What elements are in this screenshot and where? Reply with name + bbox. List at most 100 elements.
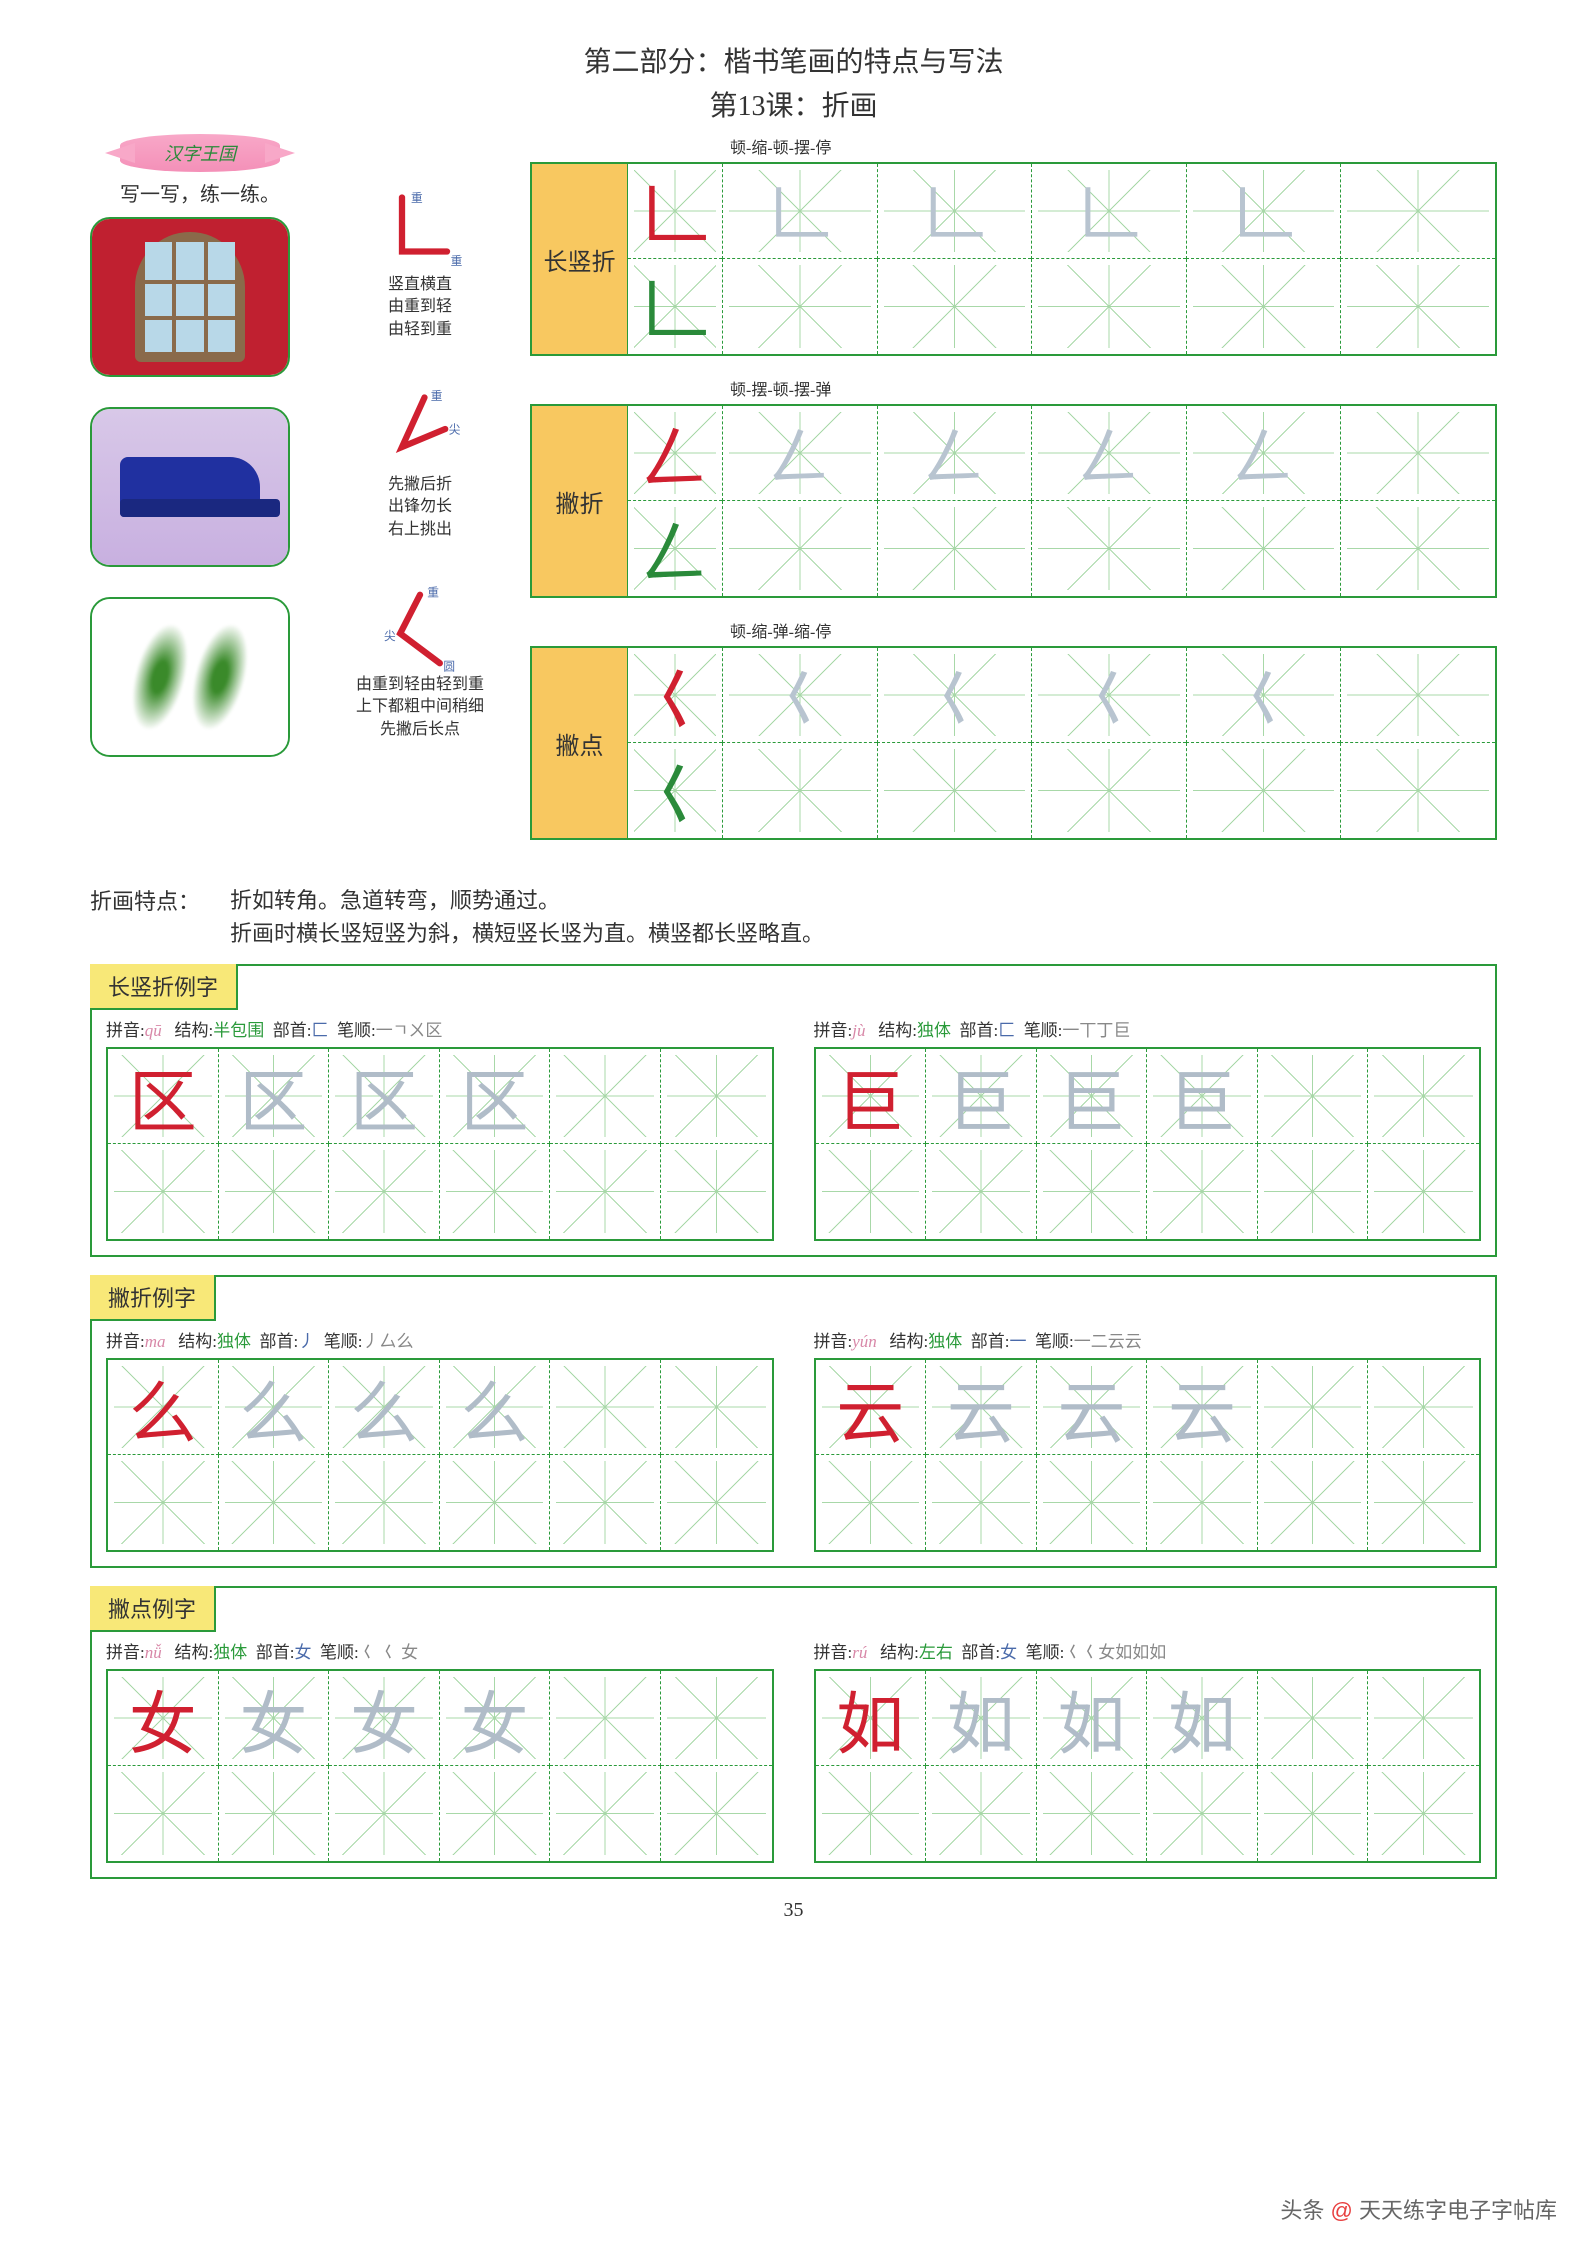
example-half: 拼音:ma 结构:独体 部首:丿 笔顺:丿厶么 么么么么	[106, 1327, 774, 1552]
practice-cell: 𡿨	[722, 648, 877, 743]
char-cell: 巨	[1037, 1049, 1148, 1144]
char-cell	[108, 1766, 219, 1861]
practice-cells: 𡿨𡿨𡿨𡿨	[722, 648, 1495, 838]
practice-cell	[722, 259, 877, 354]
char-cell	[219, 1766, 330, 1861]
practice-cell: 𠃊	[1186, 164, 1341, 259]
char-cell: 云	[816, 1360, 927, 1455]
example-meta: 拼音:nǚ 结构:独体 部首:女 笔顺:𡿨 𡿨 女	[106, 1638, 774, 1663]
stroke-svg-1: 重 尖	[370, 384, 470, 474]
char-cell: 么	[108, 1360, 219, 1455]
practice-cell	[877, 501, 1032, 596]
title: 第二部分：楷书笔画的特点与写法	[90, 40, 1497, 80]
example-half: 拼音:rú 结构:左右 部首:女 笔顺:𡿨𡿨女如如如 如如如如	[814, 1638, 1482, 1863]
stroke-block-1: 顿-摆-顿-摆-弹 撇折 𠃋 𠃋 𠃋𠃋𠃋𠃋	[530, 376, 1497, 598]
sample-green: 𡿨	[628, 743, 722, 838]
practice-cell	[1340, 259, 1495, 354]
feature-label: 折画特点：	[90, 884, 200, 950]
practice-cell	[1340, 164, 1495, 259]
char-grid: 区区区区	[106, 1047, 774, 1241]
example-half: 拼音:nǚ 结构:独体 部首:女 笔顺:𡿨 𡿨 女 女女女女	[106, 1638, 774, 1863]
char-cell	[329, 1455, 440, 1550]
svg-text:尖: 尖	[449, 424, 461, 437]
char-cell: 女	[108, 1671, 219, 1766]
stroke-grid: 撇点 𡿨 𡿨 𡿨𡿨𡿨𡿨	[530, 646, 1497, 840]
stroke-desc-2: 由重到轻由轻到重 上下都粗中间稍细 先撇后长点	[330, 674, 510, 741]
stroke-hint: 顿-摆-顿-摆-弹	[730, 376, 1497, 400]
char-cell	[1368, 1360, 1479, 1455]
char-cell: 区	[219, 1049, 330, 1144]
image-stapler	[90, 407, 290, 567]
watermark-at: @	[1331, 2198, 1353, 2223]
char-grid: 女女女女	[106, 1669, 774, 1863]
practice-cell	[1340, 406, 1495, 501]
char-cell	[440, 1455, 551, 1550]
char-cell	[661, 1455, 772, 1550]
char-cell	[1258, 1766, 1369, 1861]
sample-red: 𠃋	[628, 406, 722, 501]
example-meta: 拼音:qū 结构:半包围 部首:匚 笔顺:一ㄱㄨ区	[106, 1016, 774, 1041]
example-meta: 拼音:jù 结构:独体 部首:匚 笔顺:一丅丁巨	[814, 1016, 1482, 1041]
char-cell: 云	[926, 1360, 1037, 1455]
practice-cells: 𠃊𠃊𠃊𠃊	[722, 164, 1495, 354]
page-number: 35	[90, 1899, 1497, 1922]
char-cell: 巨	[1147, 1049, 1258, 1144]
practice-cell	[1031, 743, 1186, 838]
practice-cell: 𠃋	[1031, 406, 1186, 501]
stroke-diagram-1: 重 尖 先撇后折 出锋勿长 右上挑出	[330, 384, 510, 584]
char-cell: 云	[1037, 1360, 1148, 1455]
char-cell	[550, 1360, 661, 1455]
char-cell: 女	[440, 1671, 551, 1766]
char-cell	[1037, 1144, 1148, 1239]
example-section-2: 撇点例字 拼音:nǚ 结构:独体 部首:女 笔顺:𡿨 𡿨 女 女女女女 拼音:r…	[90, 1586, 1497, 1879]
sample-green: 𠃊	[628, 259, 722, 354]
example-meta: 拼音:ma 结构:独体 部首:丿 笔顺:丿厶么	[106, 1327, 774, 1352]
char-cell	[1368, 1455, 1479, 1550]
char-cell	[926, 1144, 1037, 1239]
char-cell	[1368, 1766, 1479, 1861]
char-cell: 女	[329, 1671, 440, 1766]
char-cell	[1147, 1144, 1258, 1239]
example-half: 拼音:yún 结构:独体 部首:一 笔顺:一二云云 云云云云	[814, 1327, 1482, 1552]
char-cell: 区	[329, 1049, 440, 1144]
practice-cell: 𠃊	[722, 164, 877, 259]
char-cell	[440, 1766, 551, 1861]
char-cell	[108, 1144, 219, 1239]
example-body: 拼音:ma 结构:独体 部首:丿 笔顺:丿厶么 么么么么 拼音:yún 结构:独…	[92, 1321, 1495, 1566]
stroke-block-2: 顿-缩-弹-缩-停 撇点 𡿨 𡿨 𡿨𡿨𡿨𡿨	[530, 618, 1497, 840]
char-cell	[550, 1455, 661, 1550]
stroke-desc-1: 先撇后折 出锋勿长 右上挑出	[330, 474, 510, 541]
char-cell: 区	[440, 1049, 551, 1144]
char-cell	[1037, 1766, 1148, 1861]
svg-text:尖: 尖	[384, 630, 396, 643]
char-cell	[1258, 1049, 1369, 1144]
stroke-grid: 撇折 𠃋 𠃋 𠃋𠃋𠃋𠃋	[530, 404, 1497, 598]
stroke-name: 撇折	[532, 406, 627, 596]
char-cell	[550, 1049, 661, 1144]
char-cell: 如	[926, 1671, 1037, 1766]
sample-red: 𠃊	[628, 164, 722, 259]
char-cell	[329, 1144, 440, 1239]
char-cell	[1258, 1144, 1369, 1239]
feature-row: 折画特点： 折如转角。急道转弯，顺势通过。 折画时横长竖短竖为斜，横短竖长竖为直…	[90, 884, 1497, 950]
practice-cell: 𠃋	[1186, 406, 1341, 501]
practice-cells: 𠃋𠃋𠃋𠃋	[722, 406, 1495, 596]
char-cell	[816, 1766, 927, 1861]
practice-cell	[877, 259, 1032, 354]
example-half: 拼音:qū 结构:半包围 部首:匚 笔顺:一ㄱㄨ区 区区区区	[106, 1016, 774, 1241]
stroke-diagram-2: 重 尖 圆 由重到轻由轻到重 上下都粗中间稍细 先撇后长点	[330, 584, 510, 784]
stroke-svg-2: 重 尖 圆	[370, 584, 470, 674]
watermark-prefix: 头条	[1280, 2198, 1324, 2223]
svg-text:重: 重	[431, 389, 443, 403]
char-cell	[926, 1455, 1037, 1550]
char-cell	[1258, 1360, 1369, 1455]
stroke-name: 撇点	[532, 648, 627, 838]
left-column: 汉字王国 写一写，练一练。	[90, 134, 310, 860]
char-cell: 么	[219, 1360, 330, 1455]
char-cell	[108, 1455, 219, 1550]
practice-cell	[1340, 743, 1495, 838]
subtitle: 第13课：折画	[90, 84, 1497, 124]
example-section-1: 撇折例字 拼音:ma 结构:独体 部首:丿 笔顺:丿厶么 么么么么 拼音:yún…	[90, 1275, 1497, 1568]
practice-cell	[1340, 501, 1495, 596]
char-cell	[329, 1766, 440, 1861]
